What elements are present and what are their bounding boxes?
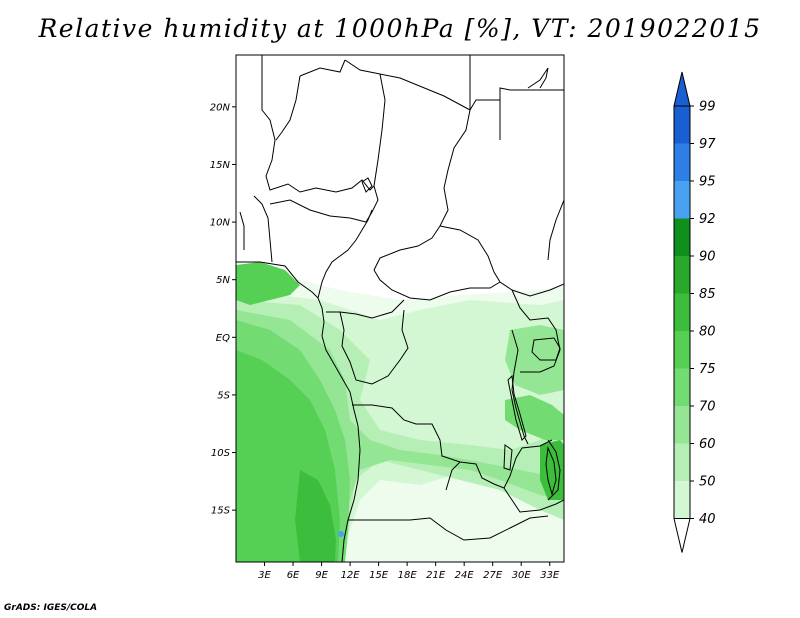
lat-tick-label: 5S xyxy=(217,390,230,401)
lake-mweru xyxy=(503,444,513,471)
colorbar-label: 50 xyxy=(699,475,716,490)
colorbar: 99 97 95 92 90 85 80 75 70 60 50 40 xyxy=(673,71,716,553)
coastline xyxy=(236,261,361,562)
colorbar-segment xyxy=(674,293,690,331)
colorbar-segment xyxy=(674,443,690,481)
colorbar-label: 97 xyxy=(699,137,716,152)
colorbar-top-arrow xyxy=(673,71,691,107)
lake-chad xyxy=(361,177,373,193)
border-sudan-south xyxy=(439,225,564,297)
latitude-axis: 20N 15N 10N 5N EQ 5S 10S 15S xyxy=(210,102,236,517)
boundaries xyxy=(236,55,564,562)
colorbar-segment xyxy=(674,181,690,219)
humidity-field xyxy=(236,262,564,562)
lon-tick-label: 9E xyxy=(315,570,328,581)
colorbar-segment xyxy=(674,256,690,294)
rh-75-80-region-east xyxy=(505,395,564,440)
border-niger-north xyxy=(275,59,346,141)
colorbar-segment xyxy=(674,481,690,519)
border-cameroon-south xyxy=(326,299,405,319)
lon-tick-label: 21E xyxy=(426,570,446,581)
credit-label: GrADS: IGES/COLA xyxy=(4,603,98,613)
border-sudan-west xyxy=(373,109,471,271)
lake-victoria xyxy=(531,337,561,361)
colorbar-label: 92 xyxy=(699,212,716,227)
border-mozambique xyxy=(547,439,561,501)
border-east-lakes xyxy=(511,329,529,445)
lon-tick-label: 18E xyxy=(398,570,418,581)
colorbar-label: 40 xyxy=(699,512,716,527)
border-nigeria-cameroon xyxy=(317,209,373,299)
border-chad-north xyxy=(365,73,386,223)
longitude-axis: 3E 6E 9E 12E 15E 18E 21E 24E 27E 30E 33E xyxy=(258,562,560,581)
rh-98-spot xyxy=(338,531,344,537)
colorbar-label: 75 xyxy=(699,362,716,377)
border-zambia xyxy=(445,461,564,513)
lat-tick-label: 10S xyxy=(211,448,231,459)
colorbar-segment xyxy=(674,406,690,444)
lat-tick-label: 15S xyxy=(211,506,231,517)
lon-tick-label: 33E xyxy=(540,570,560,581)
border-nigeria-niger xyxy=(269,199,367,223)
colorbar-segment xyxy=(674,331,690,369)
colorbar-label: 99 xyxy=(699,100,716,115)
lat-tick-label: 15N xyxy=(210,160,231,171)
colorbar-outline xyxy=(673,105,691,519)
lon-tick-label: 12E xyxy=(341,570,361,581)
lat-tick-label: 5N xyxy=(216,275,230,286)
colorbar-label: 85 xyxy=(699,287,716,302)
border-east-uganda xyxy=(511,289,561,373)
lat-tick-label: EQ xyxy=(216,333,230,344)
lon-tick-label: 30E xyxy=(512,570,532,581)
border-benin-togo xyxy=(239,195,273,263)
rh-70-75-region-north-east xyxy=(505,325,564,395)
map-frame xyxy=(235,54,565,563)
border-angola-namibia xyxy=(348,515,549,541)
colorbar-label: 60 xyxy=(699,437,716,452)
colorbar-segment xyxy=(674,218,690,256)
colorbar-label: 80 xyxy=(699,325,716,340)
red-sea-inlet xyxy=(527,67,549,89)
lat-tick-label: 10N xyxy=(210,218,231,229)
map-title: Relative humidity at 1000hPa [%], VT: 20… xyxy=(38,14,762,43)
lon-tick-label: 15E xyxy=(369,570,389,581)
colorbar-label: 70 xyxy=(699,400,716,415)
border-libya-egypt xyxy=(344,55,471,111)
border-congo-gabon xyxy=(339,309,409,385)
rh-85-90-region xyxy=(295,470,336,562)
border-sudan-eastern xyxy=(469,87,564,261)
border-sahara-west xyxy=(261,55,375,193)
lake-malawi xyxy=(545,446,557,496)
colorbar-label: 90 xyxy=(699,250,716,265)
colorbar-label: 95 xyxy=(699,175,716,190)
lon-tick-label: 24E xyxy=(455,570,475,581)
rh-80-85-region xyxy=(236,262,300,305)
colorbar-segment xyxy=(674,143,690,181)
border-car-drc xyxy=(373,269,501,301)
colorbar-segment xyxy=(674,106,690,144)
lake-tanganyika xyxy=(507,374,527,441)
colorbar-segment xyxy=(674,368,690,406)
lon-tick-label: 6E xyxy=(287,570,300,581)
border-drc-angola xyxy=(352,404,553,489)
lon-tick-label: 3E xyxy=(258,570,271,581)
lat-tick-label: 20N xyxy=(210,102,231,113)
lon-tick-label: 27E xyxy=(483,570,503,581)
colorbar-bottom-arrow xyxy=(673,518,691,553)
